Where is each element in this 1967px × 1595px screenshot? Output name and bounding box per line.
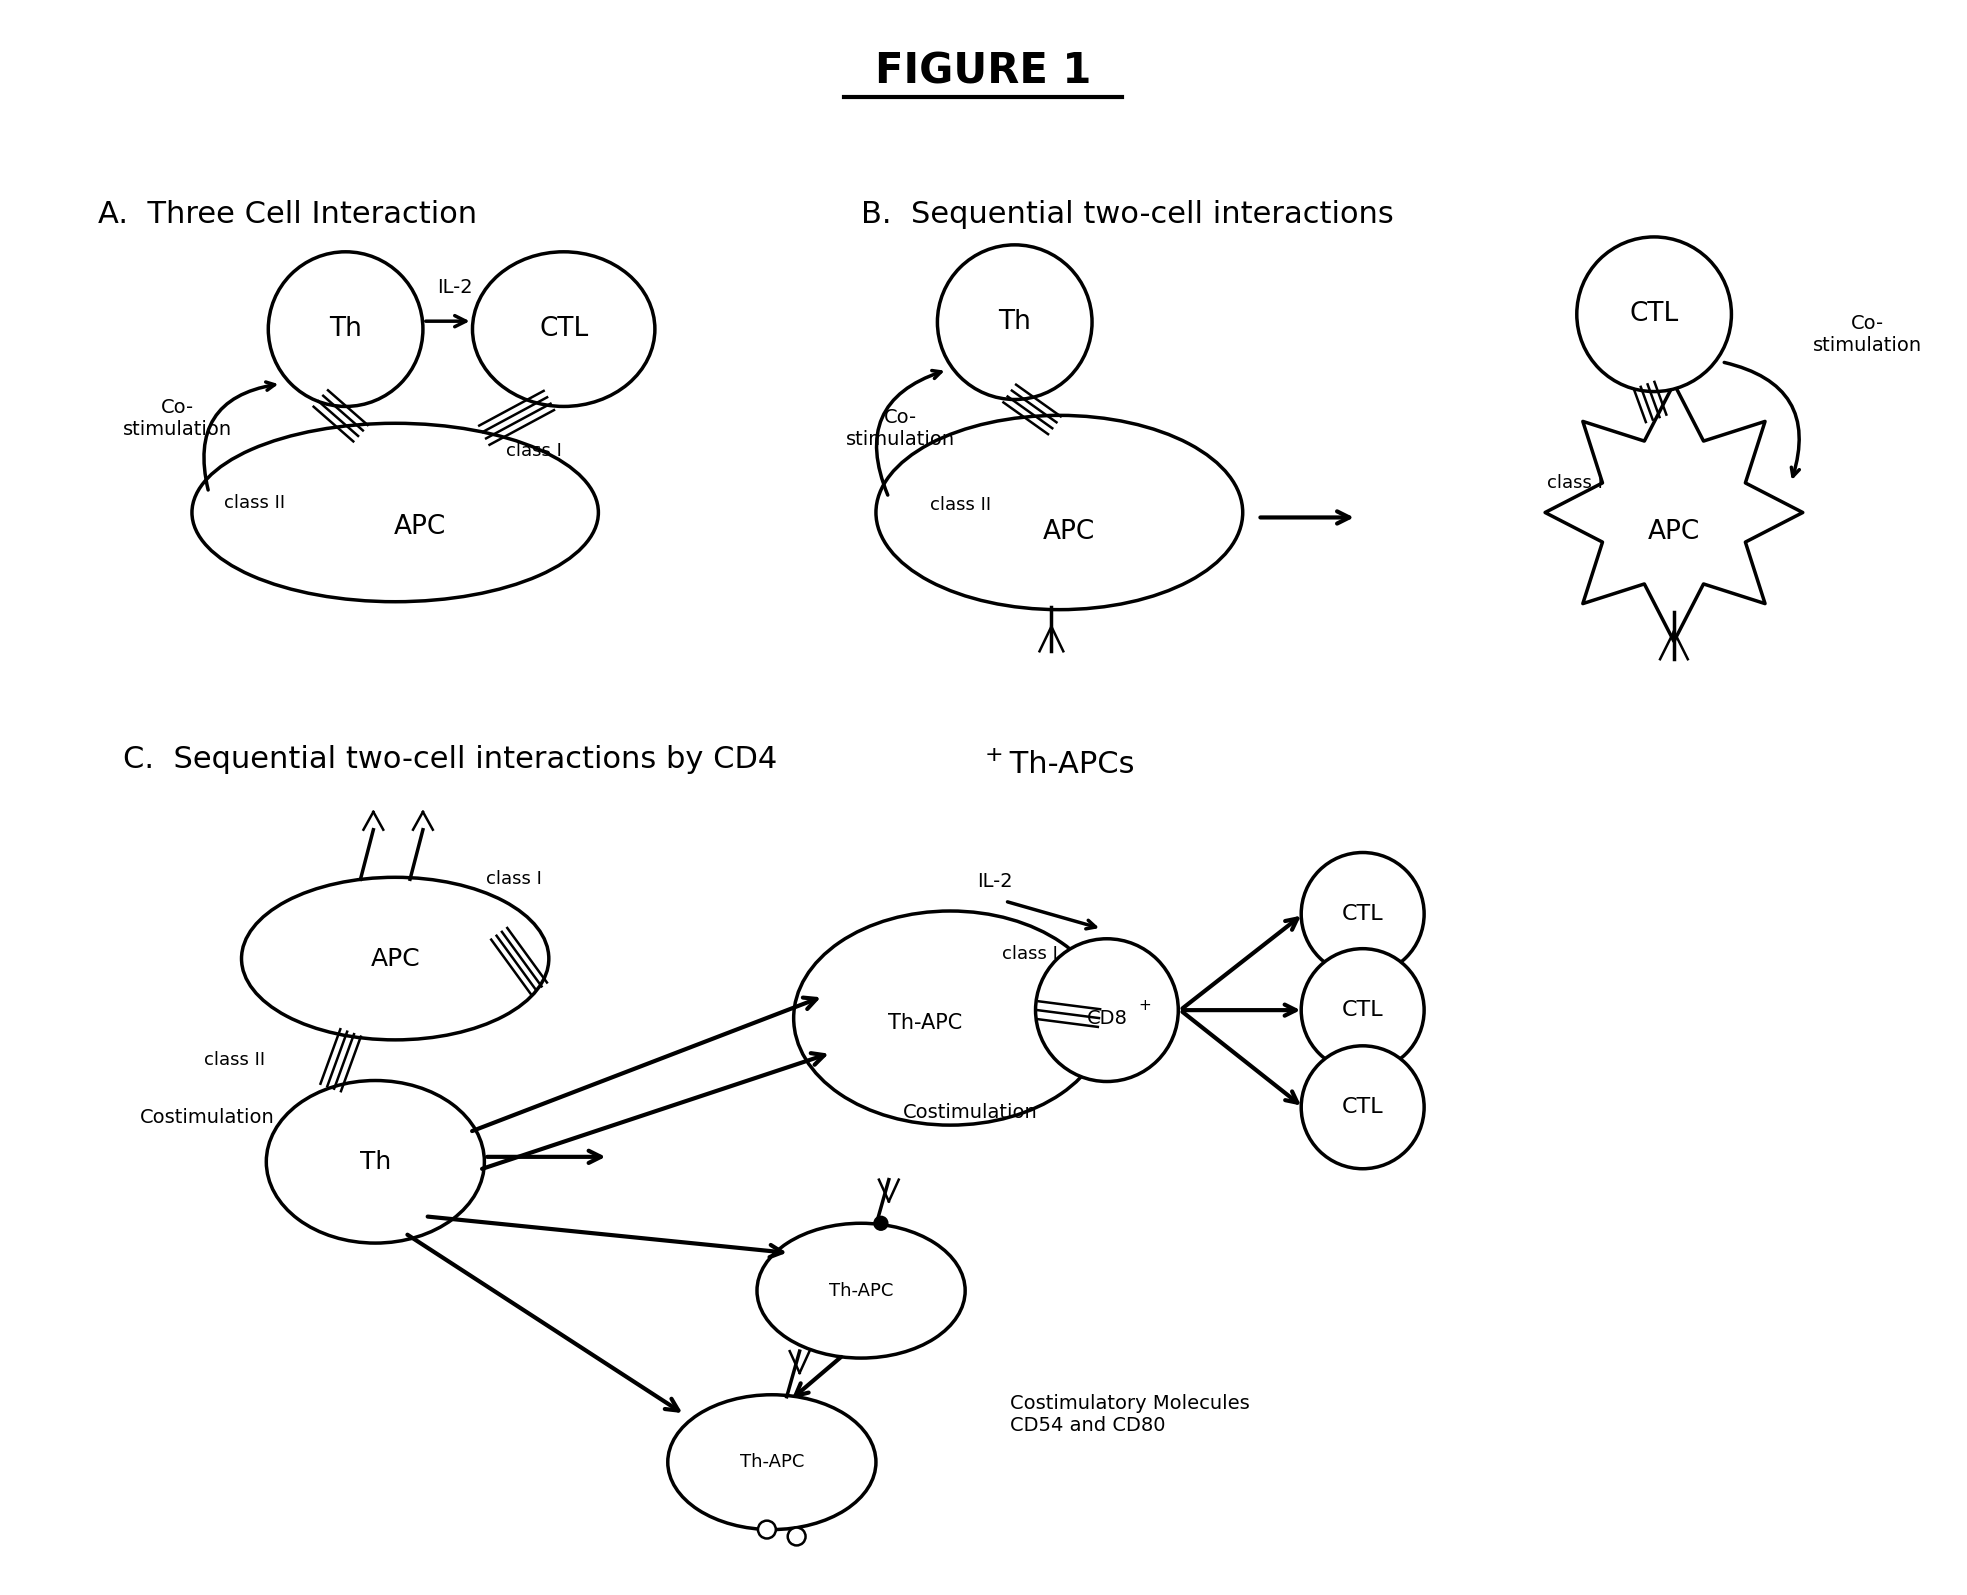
Text: APC: APC xyxy=(393,514,447,541)
Ellipse shape xyxy=(472,252,655,407)
Text: Co-
stimulation: Co- stimulation xyxy=(122,397,232,439)
Text: IL-2: IL-2 xyxy=(978,872,1013,890)
Text: Co-
stimulation: Co- stimulation xyxy=(846,408,956,448)
Text: B.  Sequential two-cell interactions: B. Sequential two-cell interactions xyxy=(862,201,1395,230)
Text: Th-APC: Th-APC xyxy=(828,1282,893,1300)
Text: CTL: CTL xyxy=(1629,301,1678,327)
Text: class I: class I xyxy=(506,442,563,459)
Text: Co-
stimulation: Co- stimulation xyxy=(1814,314,1922,354)
Text: A.  Three Cell Interaction: A. Three Cell Interaction xyxy=(98,201,476,230)
Text: class II: class II xyxy=(930,496,991,514)
Text: APC: APC xyxy=(370,946,421,971)
Ellipse shape xyxy=(266,1080,484,1243)
Text: Costimulation: Costimulation xyxy=(140,1107,273,1126)
Text: CD8: CD8 xyxy=(1086,1008,1127,1027)
Ellipse shape xyxy=(757,1223,966,1357)
Text: class II: class II xyxy=(224,493,285,512)
Circle shape xyxy=(873,1217,887,1230)
Text: Th: Th xyxy=(999,309,1031,335)
Circle shape xyxy=(938,246,1092,399)
Ellipse shape xyxy=(793,911,1107,1124)
Text: CTL: CTL xyxy=(1341,1097,1383,1116)
Circle shape xyxy=(1302,949,1424,1072)
Circle shape xyxy=(1578,238,1731,391)
Text: APC: APC xyxy=(1648,520,1699,545)
Text: Costimulation: Costimulation xyxy=(903,1102,1037,1121)
Text: CTL: CTL xyxy=(1341,1000,1383,1021)
Ellipse shape xyxy=(193,423,598,601)
Ellipse shape xyxy=(875,415,1243,609)
Text: +: + xyxy=(1139,998,1151,1013)
Text: C.  Sequential two-cell interactions by CD4: C. Sequential two-cell interactions by C… xyxy=(122,745,777,775)
Circle shape xyxy=(757,1520,775,1539)
Text: Costimulatory Molecules
CD54 and CD80: Costimulatory Molecules CD54 and CD80 xyxy=(1009,1394,1249,1436)
Circle shape xyxy=(1302,852,1424,976)
Text: class II: class II xyxy=(205,1051,266,1069)
Text: CTL: CTL xyxy=(539,316,588,341)
Ellipse shape xyxy=(667,1394,875,1530)
Circle shape xyxy=(1035,939,1178,1081)
Text: Th-APCs: Th-APCs xyxy=(999,750,1135,780)
Text: IL-2: IL-2 xyxy=(437,278,472,297)
Text: Th-APC: Th-APC xyxy=(889,1013,962,1034)
Text: class I: class I xyxy=(1546,474,1603,491)
Text: Th: Th xyxy=(360,1150,391,1174)
Text: Th-APC: Th-APC xyxy=(740,1453,805,1471)
Text: APC: APC xyxy=(1043,520,1096,545)
Circle shape xyxy=(1302,1046,1424,1169)
Circle shape xyxy=(268,252,423,407)
Text: class I: class I xyxy=(486,871,543,888)
Polygon shape xyxy=(1544,384,1804,641)
Circle shape xyxy=(787,1528,806,1546)
Text: class I: class I xyxy=(1001,944,1058,963)
Text: +: + xyxy=(985,745,1003,766)
Text: FIGURE 1: FIGURE 1 xyxy=(875,51,1092,93)
Text: Th: Th xyxy=(328,316,362,341)
Text: CTL: CTL xyxy=(1341,904,1383,924)
Ellipse shape xyxy=(242,877,549,1040)
